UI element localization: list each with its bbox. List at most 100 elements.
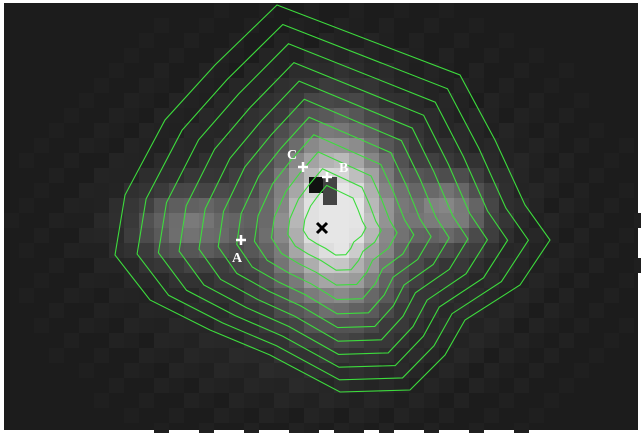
pixel [604, 333, 619, 348]
pixel [244, 228, 259, 243]
pixel [424, 18, 439, 33]
pixel [124, 198, 139, 213]
pixel [604, 243, 619, 258]
pixel [409, 78, 424, 93]
pixel [424, 378, 439, 393]
pixel [514, 153, 529, 168]
pixel [574, 183, 589, 198]
pixel [484, 243, 499, 258]
pixel [109, 288, 124, 303]
pixel [349, 303, 364, 318]
pixel [514, 348, 529, 363]
pixel [409, 378, 424, 393]
marker-label: C [287, 148, 297, 163]
pixel [619, 318, 634, 333]
pixel [184, 108, 199, 123]
pixel [529, 198, 544, 213]
pixel [544, 273, 559, 288]
pixel [349, 153, 364, 168]
pixel [229, 273, 244, 288]
pixel [559, 303, 574, 318]
pixel [199, 363, 214, 378]
pixel [94, 78, 109, 93]
pixel [64, 243, 79, 258]
pixel [154, 198, 169, 213]
pixel [559, 213, 574, 228]
pixel [79, 288, 94, 303]
pixel [4, 213, 19, 228]
pixel [364, 318, 379, 333]
pixel [199, 138, 214, 153]
pixel [169, 378, 184, 393]
pixel [349, 393, 364, 408]
pixel [469, 333, 484, 348]
pixel [379, 318, 394, 333]
pixel [169, 348, 184, 363]
pixel [424, 63, 439, 78]
pixel [169, 363, 184, 378]
pixel [334, 303, 349, 318]
pixel [169, 108, 184, 123]
pixel [94, 318, 109, 333]
pixel [229, 363, 244, 378]
pixel [484, 183, 499, 198]
pixel [109, 303, 124, 318]
marker-label: B [339, 161, 348, 176]
pixel [394, 408, 409, 423]
pixel [124, 183, 139, 198]
pixel [499, 303, 514, 318]
pixel [349, 378, 364, 393]
pixel [619, 138, 634, 153]
pixel [244, 138, 259, 153]
pixel [349, 3, 364, 18]
pixel [454, 393, 469, 408]
pixel [169, 243, 184, 258]
pixel [454, 33, 469, 48]
pixel [514, 288, 529, 303]
pixel [259, 123, 274, 138]
pixel [379, 423, 394, 433]
pixel [319, 318, 334, 333]
pixel [79, 183, 94, 198]
pixel [574, 93, 589, 108]
pixel [214, 108, 229, 123]
pixel [169, 93, 184, 108]
pixel [34, 273, 49, 288]
pixel [319, 33, 334, 48]
pixel [529, 93, 544, 108]
pixel [199, 213, 214, 228]
pixel [304, 273, 319, 288]
pixel [604, 198, 619, 213]
pixel [94, 243, 109, 258]
pixel [199, 108, 214, 123]
pixel [184, 153, 199, 168]
pixel [139, 123, 154, 138]
pixel [49, 213, 64, 228]
pixel [319, 333, 334, 348]
pixel [184, 168, 199, 183]
pixel [109, 273, 124, 288]
pixel [469, 138, 484, 153]
pixel [169, 183, 184, 198]
pixel [469, 123, 484, 138]
pixel [199, 423, 214, 433]
pixel [154, 288, 169, 303]
pixel [544, 168, 559, 183]
pixel [364, 408, 379, 423]
pixel [274, 288, 289, 303]
pixel [364, 363, 379, 378]
pixel [259, 363, 274, 378]
pixel [229, 168, 244, 183]
dark-pixel [323, 177, 337, 205]
pixel [289, 108, 304, 123]
pixel [439, 183, 454, 198]
pixel [559, 288, 574, 303]
pixel [289, 33, 304, 48]
pixel [64, 333, 79, 348]
pixel [184, 138, 199, 153]
pixel [94, 138, 109, 153]
pixel [364, 168, 379, 183]
pixel [394, 393, 409, 408]
pixel [139, 78, 154, 93]
pixel [379, 243, 394, 258]
